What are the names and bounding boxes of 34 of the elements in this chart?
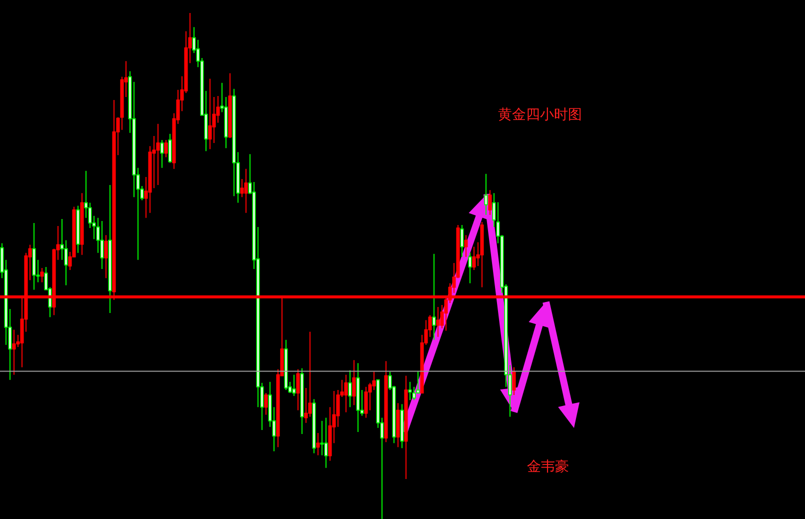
candlestick	[292, 374, 296, 397]
candlestick	[348, 370, 352, 408]
candlestick	[512, 366, 516, 396]
candlestick	[208, 78, 212, 150]
candlestick	[104, 234, 108, 279]
candlestick	[464, 234, 468, 258]
candlestick	[324, 417, 328, 468]
candlestick	[100, 220, 104, 270]
text: 金韦豪	[527, 459, 569, 475]
candlestick	[352, 360, 356, 406]
candlestick	[160, 140, 164, 168]
candlestick	[488, 190, 492, 216]
candlestick	[40, 268, 44, 283]
candlestick	[408, 381, 412, 401]
candlestick	[12, 329, 16, 376]
candlestick	[468, 252, 472, 284]
candlestick	[320, 420, 324, 456]
candlestick	[436, 306, 440, 338]
candlestick	[316, 432, 320, 456]
candlestick	[364, 386, 368, 418]
candlestick	[432, 253, 436, 340]
candlestick	[412, 386, 416, 401]
candlestick	[164, 140, 168, 158]
candlestick	[264, 392, 268, 416]
text: 黄金四小时图	[498, 107, 582, 123]
candlestick	[240, 178, 244, 198]
candlestick	[472, 246, 476, 271]
candlestick	[296, 368, 300, 411]
candlestick	[344, 374, 348, 413]
candlestick	[168, 133, 172, 164]
candlestick	[244, 168, 248, 214]
candlestick	[484, 173, 488, 216]
candlestick	[156, 123, 160, 186]
candlestick	[460, 224, 464, 258]
